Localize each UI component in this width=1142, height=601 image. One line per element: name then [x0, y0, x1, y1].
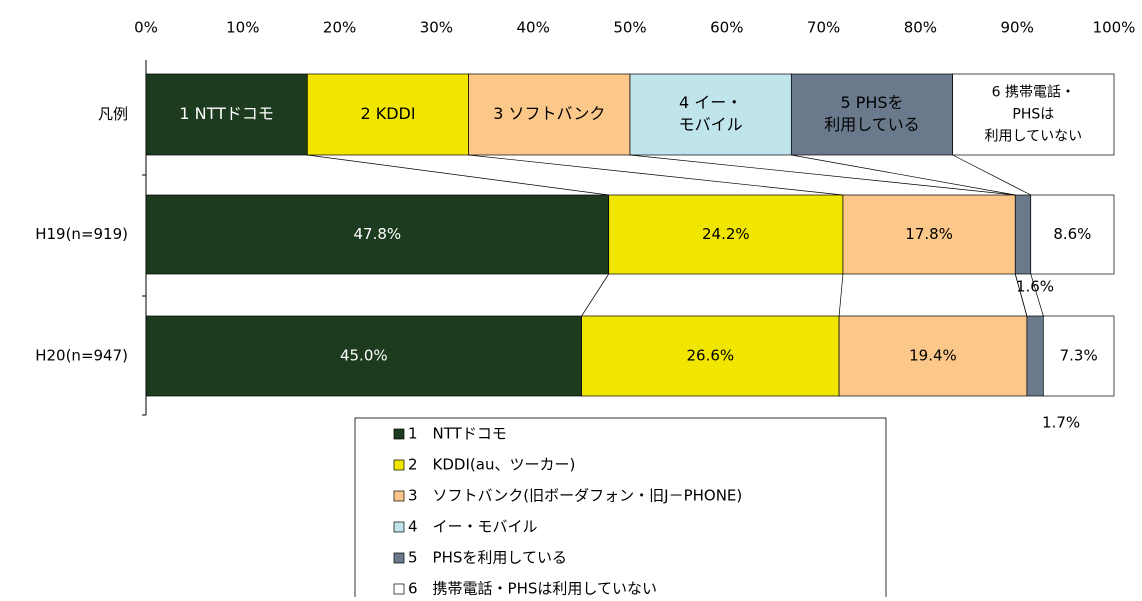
data-label: 45.0%	[340, 347, 388, 365]
bar-segment	[581, 315, 840, 397]
legend-label: 6 携帯電話・PHSは利用していない	[408, 580, 657, 598]
legend-row-label: 利用していない	[985, 129, 1083, 145]
x-tick-label: 50%	[613, 19, 646, 37]
connector-line	[468, 154, 843, 196]
connector-line	[952, 154, 1031, 196]
legend-label: 5 PHSを利用している	[408, 549, 567, 567]
bar-segment	[1026, 315, 1044, 397]
legend-row-label: 1 NTTドコモ	[179, 104, 274, 123]
legend-row-label: 利用している	[824, 115, 920, 134]
connector-line	[838, 273, 844, 317]
bar-segment	[838, 315, 1028, 397]
legend-label: 3 ソフトバンク(旧ボーダフォン・旧J－PHONE)	[408, 487, 742, 505]
data-label: 19.4%	[909, 347, 957, 365]
data-label: 7.3%	[1060, 347, 1098, 365]
legend-swatch	[393, 552, 405, 564]
data-label: 24.2%	[702, 225, 750, 243]
data-label: 17.8%	[905, 225, 953, 243]
bar-segment	[842, 194, 1016, 275]
x-tick-label: 60%	[710, 19, 743, 37]
legend-label: 2 KDDI(au、ツーカー)	[408, 456, 575, 474]
x-tick-label: 80%	[904, 19, 937, 37]
data-label: 8.6%	[1053, 225, 1091, 243]
legend-swatch	[393, 521, 405, 533]
connector-line	[629, 154, 1016, 196]
connector-line	[307, 154, 609, 196]
data-label: 26.6%	[687, 347, 735, 365]
legend-swatch	[393, 583, 405, 595]
data-label: 1.6%	[1016, 278, 1054, 296]
legend-row-segment	[790, 73, 954, 156]
legend-row-label: PHSは	[1012, 107, 1054, 123]
connector-line	[791, 154, 1016, 196]
x-tick-label: 70%	[807, 19, 840, 37]
category-label: H20(n=947)	[35, 347, 128, 365]
bar-segment	[1042, 315, 1115, 397]
x-tick-label: 30%	[420, 19, 453, 37]
category-label: H19(n=919)	[35, 225, 128, 243]
legend-row-label: モバイル	[679, 115, 743, 134]
x-tick-label: 100%	[1093, 19, 1136, 37]
legend-row-segment	[468, 73, 631, 156]
x-tick-label: 20%	[323, 19, 356, 37]
connector-line	[1030, 273, 1044, 317]
legend-row-label: 2 KDDI	[360, 104, 415, 123]
data-label: 1.7%	[1042, 414, 1080, 432]
x-tick-label: 40%	[517, 19, 550, 37]
legend-row-label: 6 携帯電話・	[992, 84, 1075, 101]
legend-swatch	[393, 490, 405, 502]
legend-row-segment	[952, 73, 1115, 156]
bar-segment	[1014, 194, 1032, 275]
category-label: 凡例	[98, 105, 128, 123]
legend-row-segment	[145, 73, 308, 156]
bar-segment	[1030, 194, 1115, 275]
legend-row-segment	[306, 73, 470, 156]
legend-row-label: 4 イー・	[679, 93, 742, 112]
legend-label: 1 NTTドコモ	[408, 425, 507, 443]
x-tick-label: 90%	[1001, 19, 1034, 37]
legend-row-label: 5 PHSを	[840, 93, 903, 112]
legend-box	[354, 417, 887, 601]
legend-swatch	[393, 428, 405, 440]
connector-line	[581, 273, 609, 317]
legend-row-segment	[629, 73, 792, 156]
data-label: 47.8%	[354, 225, 402, 243]
bar-segment	[145, 194, 610, 275]
x-tick-label: 10%	[226, 19, 259, 37]
legend-row-label: 3 ソフトバンク	[493, 104, 605, 123]
bar-segment	[145, 315, 582, 397]
legend-label: 4 イー・モバイル	[408, 518, 538, 536]
x-tick-label: 0%	[134, 19, 158, 37]
connector-line	[1014, 273, 1028, 317]
legend-swatch	[393, 459, 405, 471]
